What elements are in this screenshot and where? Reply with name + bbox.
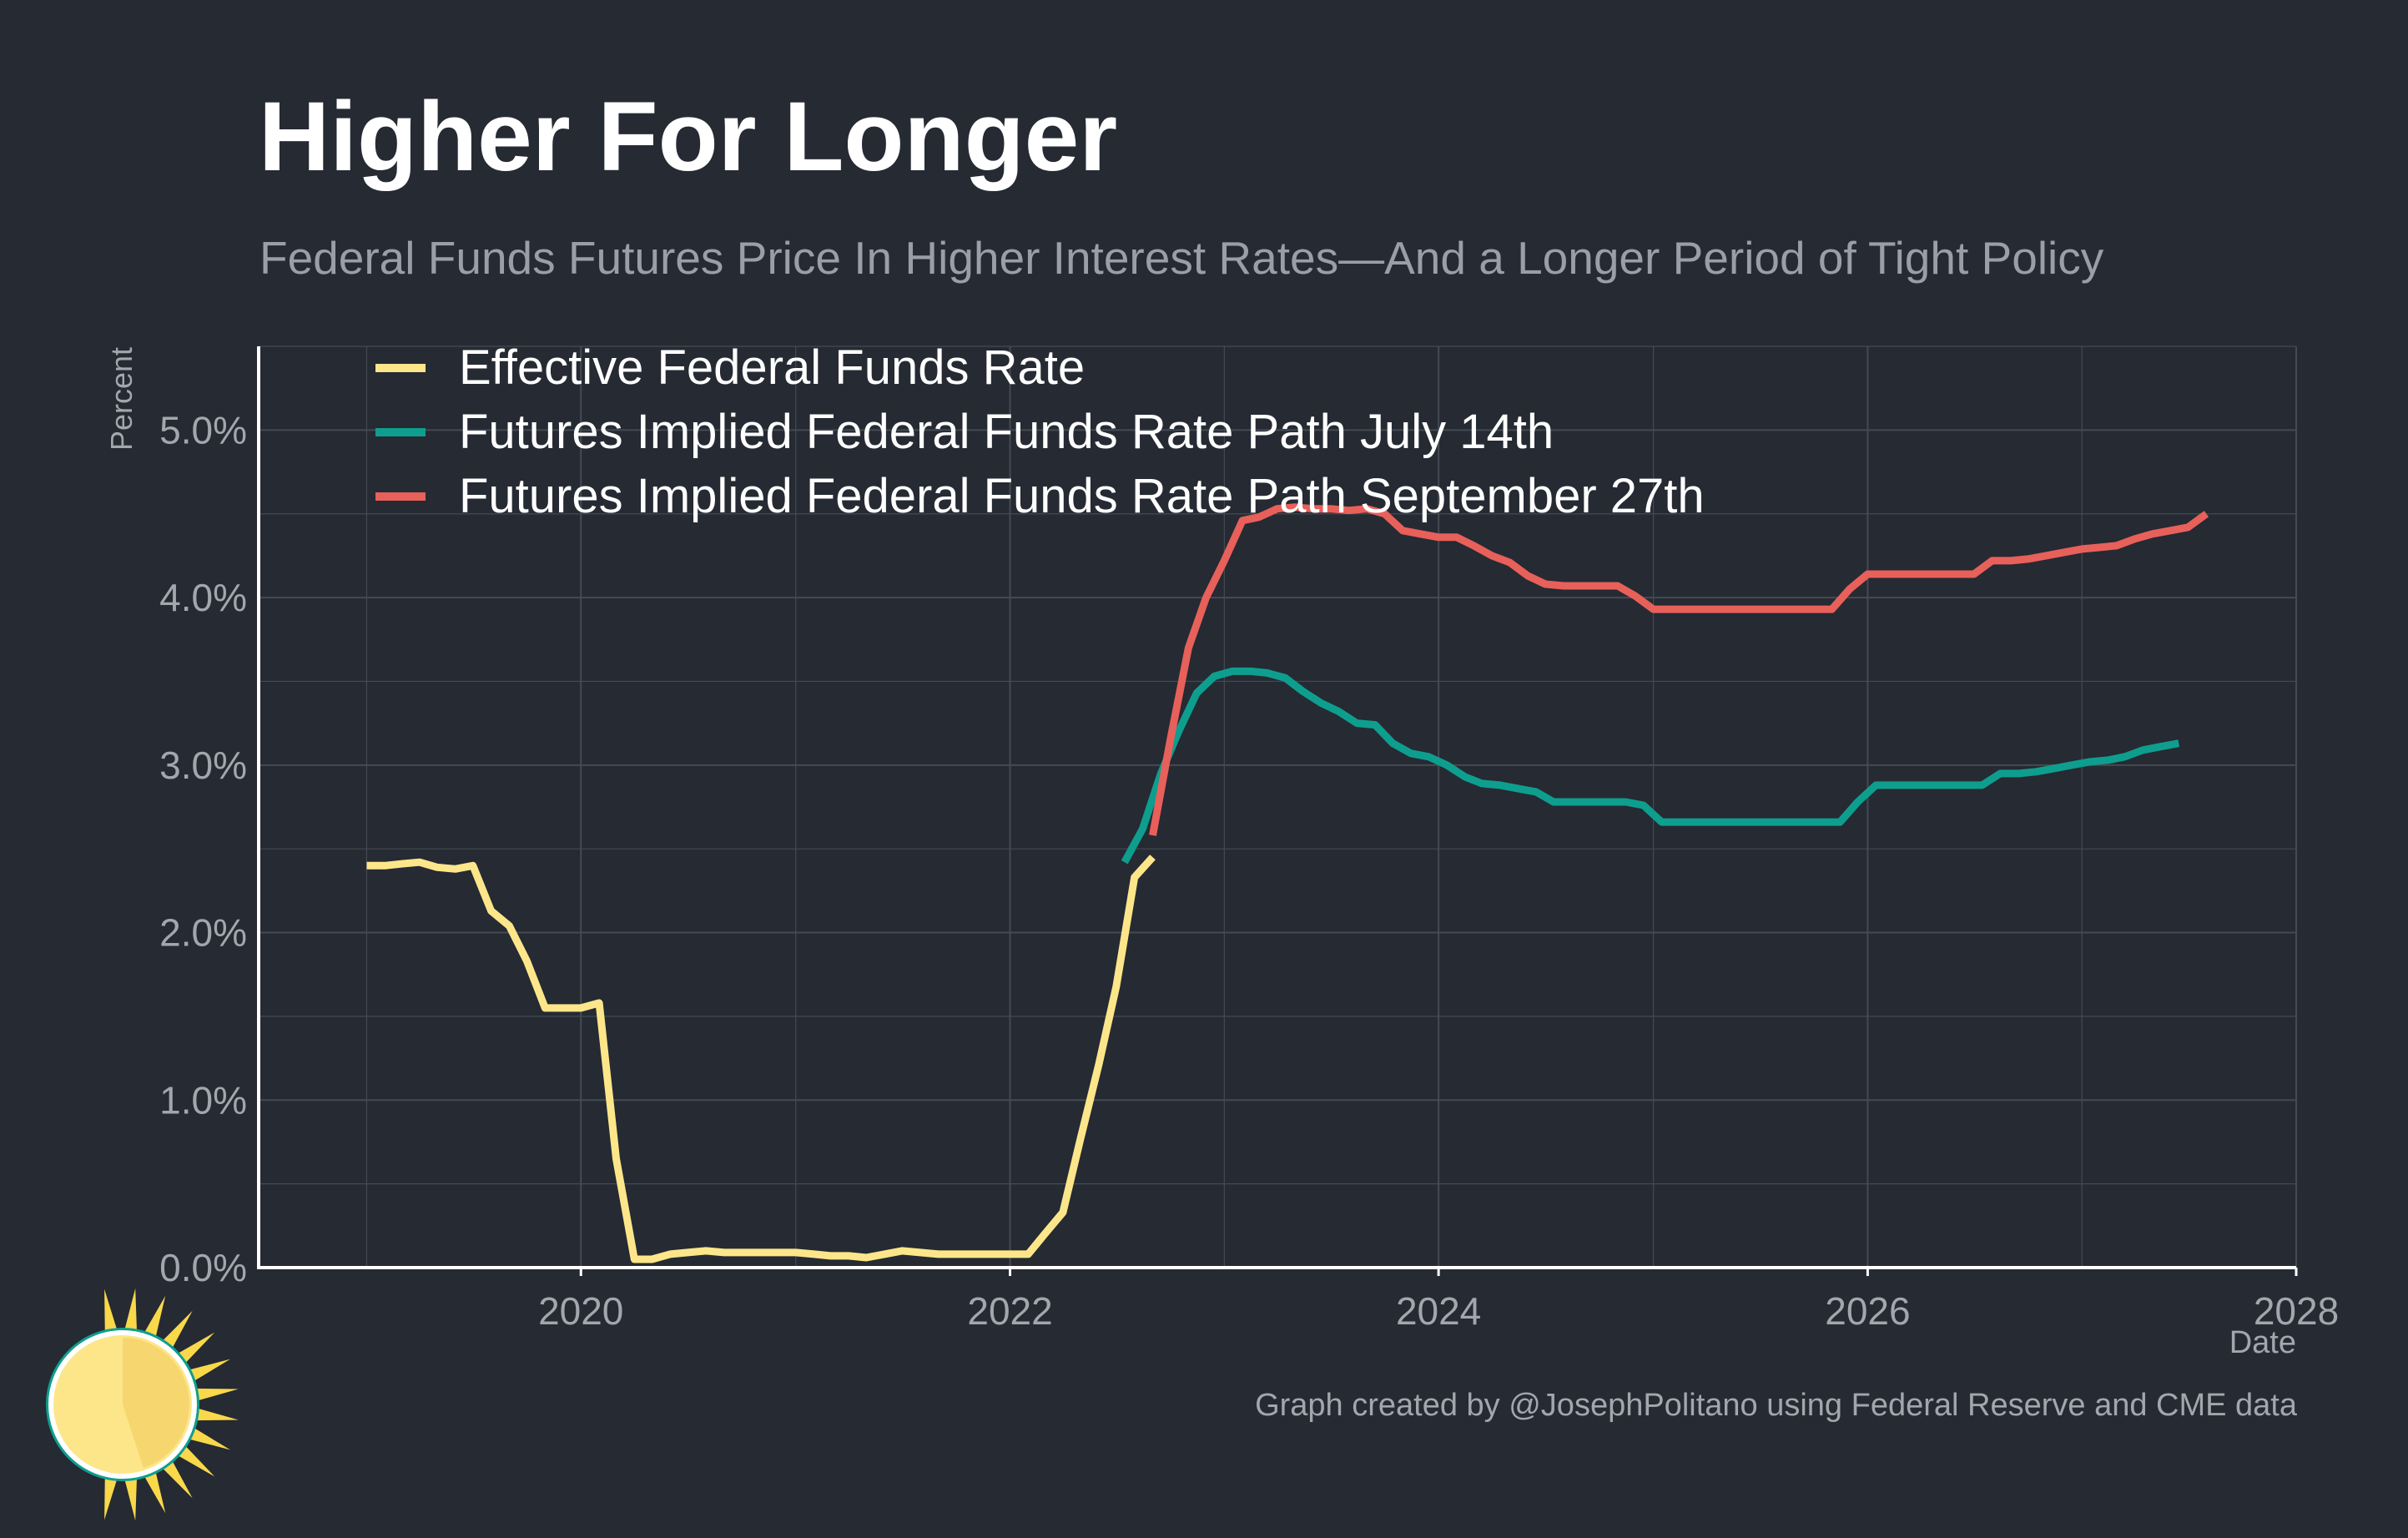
x-tick-label: 2028 [2254,1289,2339,1333]
legend-entry: Futures Implied Federal Funds Rate Path … [459,469,1705,523]
series-line-3 [1149,503,2209,836]
x-tick-label: 2026 [1825,1289,1910,1333]
x-tick-label: 2022 [967,1289,1052,1333]
y-tick-label: 5.0% [159,408,247,451]
y-axis-label: Percent [104,347,139,451]
sun-ray [122,1470,138,1521]
chart-grid [259,345,2297,1268]
y-tick-label: 4.0% [159,576,247,619]
series-line-2 [1121,667,2180,865]
chart-subtitle: Federal Funds Futures Price In Higher In… [259,232,2104,284]
sun-ray [122,1288,138,1339]
sun-icon [46,1288,239,1521]
chart-tick-labels: 0.0% 1.0% 2.0% 3.0% 4.0% 5.0% 2020 2022 2024 2026… [159,408,2339,1333]
x-tick-label: 2020 [538,1289,623,1333]
series-line-1 [366,855,1156,1263]
sun-ray [187,1405,239,1421]
chart-axes [257,346,2296,1269]
sun-ray [104,1469,120,1520]
chart-legend: Effective Federal Funds Rate Futures Impl… [375,340,1705,523]
sun-ray [104,1288,120,1340]
chart-credit: Graph created by @JosephPolitano using F… [1255,1388,2297,1423]
legend-entry: Effective Federal Funds Rate [459,340,1085,395]
x-tick-label: 2024 [1396,1289,1481,1333]
legend-entry: Futures Implied Federal Funds Rate Path … [459,405,1554,459]
y-tick-label: 2.0% [159,911,247,955]
y-tick-label: 3.0% [159,744,247,787]
chart-title: Higher For Longer [259,82,1118,192]
chart-series-lines [366,503,2209,1263]
x-axis-label: Date [2229,1325,2296,1360]
sun-ray [187,1388,239,1404]
y-tick-label: 1.0% [159,1078,247,1122]
y-tick-label: 0.0% [159,1246,247,1289]
